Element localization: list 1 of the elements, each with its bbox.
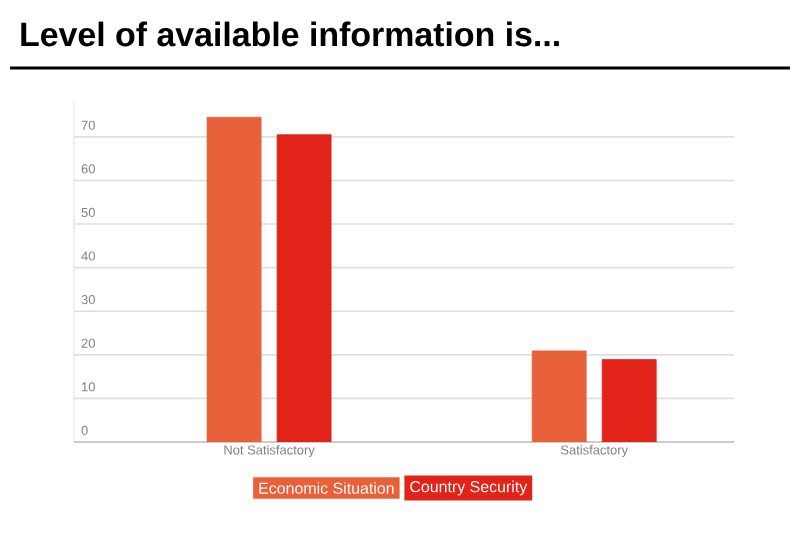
- chart-title: Level of available information is...: [21, 21, 559, 47]
